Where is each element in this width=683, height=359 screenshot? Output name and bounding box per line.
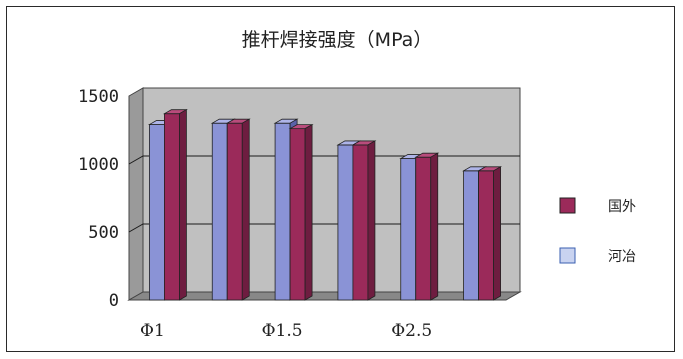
y-tick-label: 500	[88, 223, 119, 243]
gridline	[128, 223, 520, 233]
x-axis: Φ1 Φ1.5 Φ2.5	[140, 321, 432, 341]
x-tick-label: Φ1.5	[262, 321, 303, 341]
bar-side	[367, 140, 376, 301]
chart-title: 推杆焊接强度（MPa）	[242, 29, 433, 51]
bar-side	[430, 152, 439, 301]
y-axis: 0 500 1000 1500	[78, 87, 119, 311]
gridline	[128, 155, 520, 165]
plot-side-wall	[128, 87, 144, 301]
bar-side	[304, 123, 313, 301]
bar	[415, 156, 432, 301]
legend-label: 河冶	[608, 249, 636, 265]
chart-frame: 推杆焊接强度（MPa） 0 500 1000 1500 Φ1 Φ1.5 Φ2.5 国外河冶	[6, 6, 675, 352]
x-tick-label: Φ2.5	[391, 321, 432, 341]
bar-side	[493, 166, 501, 301]
bar	[274, 122, 291, 301]
plot-floor	[127, 291, 522, 301]
bar	[164, 113, 180, 301]
y-tick-label: 1500	[78, 87, 119, 107]
legend-label: 国外	[608, 199, 636, 215]
bar	[226, 122, 243, 301]
y-tick-label: 1000	[78, 155, 119, 175]
legend-swatch	[559, 197, 576, 214]
bar	[211, 122, 228, 301]
bar	[289, 128, 306, 301]
y-tick-label: 0	[109, 291, 119, 311]
plot-area	[127, 87, 522, 301]
x-tick-label: Φ1	[140, 321, 165, 341]
bar	[400, 158, 417, 301]
bar-side	[179, 108, 187, 301]
bar	[463, 170, 479, 301]
bar	[352, 144, 369, 301]
bar-side	[241, 118, 250, 301]
legend-swatch	[559, 247, 576, 264]
bar	[478, 170, 494, 301]
bar	[337, 144, 354, 301]
bars	[147, 108, 503, 301]
bar	[149, 124, 165, 301]
